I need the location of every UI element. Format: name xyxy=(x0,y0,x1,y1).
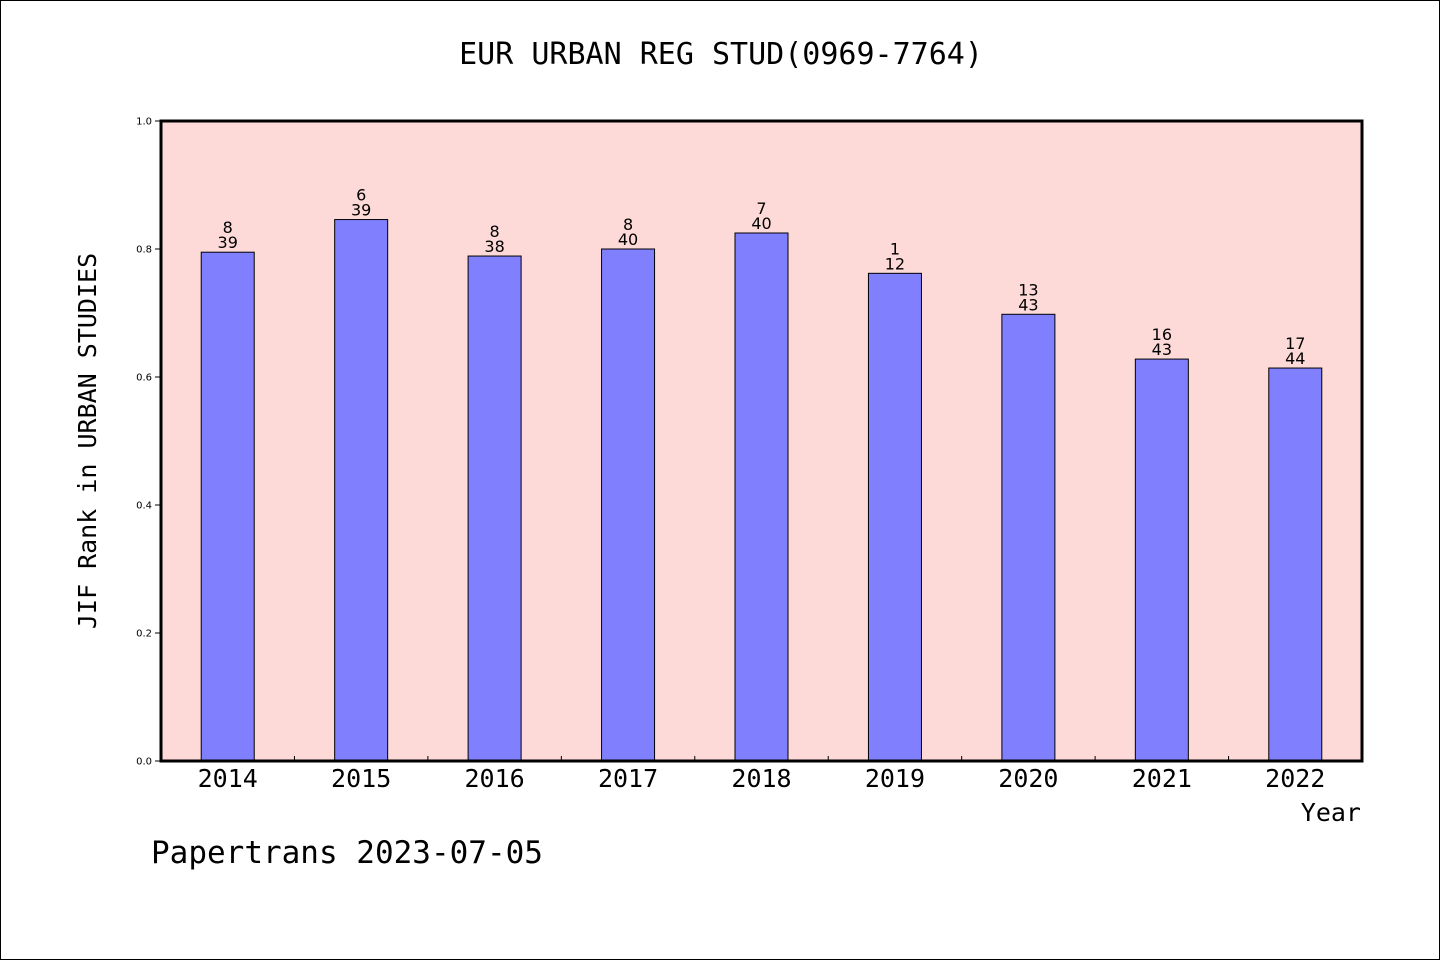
y-tick-label: 0.8 xyxy=(136,245,152,256)
bar-2014 xyxy=(200,251,255,762)
bars-group xyxy=(200,219,1323,762)
bar-2019 xyxy=(867,272,922,762)
x-tick-label: 2015 xyxy=(331,764,391,793)
bar-total-label: 39 xyxy=(218,233,238,252)
x-tick-label: 2020 xyxy=(998,764,1058,793)
bar-rank-label: 8 xyxy=(623,215,633,234)
y-axis-ticks: 0.0 0.2 0.4 0.6 0.8 1.0 xyxy=(136,117,161,768)
bar-total-label: 43 xyxy=(1152,340,1172,359)
x-tick-label: 2017 xyxy=(598,764,658,793)
bar-2022 xyxy=(1268,367,1323,762)
bar-rank-label: 8 xyxy=(490,222,500,241)
bar-total-label: 12 xyxy=(885,254,905,273)
bar-rank-label: 16 xyxy=(1152,325,1172,344)
bar-total-label: 38 xyxy=(484,237,504,256)
y-axis-title: JIF Rank in URBAN STUDIES xyxy=(73,253,102,629)
x-tick-label: 2016 xyxy=(465,764,525,793)
watermark: Papertrans 2023-07-05 xyxy=(151,835,543,871)
y-tick-label: 1.0 xyxy=(136,117,152,128)
x-tick-label: 2019 xyxy=(865,764,925,793)
y-tick-label: 0.6 xyxy=(136,373,152,384)
bar-rank-label: 17 xyxy=(1285,334,1305,353)
bar-2017 xyxy=(601,248,656,762)
y-tick-label: 0.2 xyxy=(136,629,152,640)
bar-rank-label: 1 xyxy=(890,239,900,258)
x-tick-label: 2021 xyxy=(1132,764,1192,793)
bar-total-label: 40 xyxy=(618,230,638,249)
bar-rank-label: 7 xyxy=(756,199,766,218)
bar-2015 xyxy=(334,219,389,762)
bar-2016 xyxy=(467,255,522,762)
bar-total-label: 44 xyxy=(1285,349,1305,368)
x-tick-label: 2022 xyxy=(1265,764,1325,793)
x-tick-label: 2014 xyxy=(198,764,258,793)
bar-rank-label: 8 xyxy=(223,218,233,237)
y-tick-label: 0.4 xyxy=(136,501,152,512)
bar-2020 xyxy=(1001,313,1056,762)
bar-2018 xyxy=(734,232,789,762)
bar-total-label: 40 xyxy=(751,214,771,233)
bar-2021 xyxy=(1134,358,1189,762)
x-axis-title: Year xyxy=(1301,798,1361,827)
plot-border xyxy=(159,119,1364,763)
chart-title: EUR URBAN REG STUD(0969-7764) xyxy=(459,37,983,72)
bar-rank-label: 6 xyxy=(356,186,366,205)
y-tick-label: 0.0 xyxy=(136,757,152,768)
x-axis-ticks: 2014 2015 2016 2017 2018 2019 2020 2021 2022 xyxy=(198,756,1325,793)
bar-total-label: 43 xyxy=(1018,295,1038,314)
bar-total-label: 39 xyxy=(351,201,371,220)
bar-rank-label: 13 xyxy=(1018,280,1038,299)
x-tick-label: 2018 xyxy=(731,764,791,793)
